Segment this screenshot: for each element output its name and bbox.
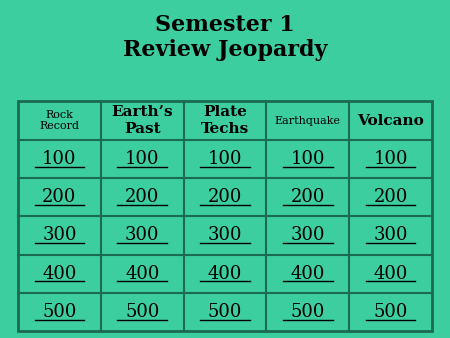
Text: 100: 100 (125, 150, 159, 168)
Text: 500: 500 (42, 303, 76, 321)
Text: 100: 100 (374, 150, 408, 168)
Text: 400: 400 (374, 265, 408, 283)
Text: 300: 300 (125, 226, 159, 244)
Text: 100: 100 (42, 150, 76, 168)
Text: 500: 500 (125, 303, 159, 321)
Text: Volcano: Volcano (357, 114, 424, 127)
Text: 300: 300 (374, 226, 408, 244)
Text: Semester 1
Review Jeopardy: Semester 1 Review Jeopardy (123, 14, 327, 61)
Text: 500: 500 (374, 303, 408, 321)
Text: 300: 300 (42, 226, 76, 244)
Text: Rock
Record: Rock Record (40, 110, 79, 131)
Text: 200: 200 (208, 188, 242, 206)
Text: 200: 200 (374, 188, 408, 206)
Text: Plate
Techs: Plate Techs (201, 105, 249, 136)
Bar (18, 101, 432, 331)
Text: 300: 300 (291, 226, 325, 244)
Text: 100: 100 (208, 150, 242, 168)
Text: 200: 200 (291, 188, 325, 206)
Text: 500: 500 (208, 303, 242, 321)
Text: 400: 400 (208, 265, 242, 283)
Text: 500: 500 (291, 303, 325, 321)
Text: Earth’s
Past: Earth’s Past (112, 105, 173, 136)
Text: 400: 400 (125, 265, 159, 283)
Text: 300: 300 (208, 226, 242, 244)
Text: 200: 200 (125, 188, 159, 206)
Text: 100: 100 (291, 150, 325, 168)
Text: 400: 400 (291, 265, 325, 283)
Text: 400: 400 (42, 265, 76, 283)
Text: 200: 200 (42, 188, 76, 206)
Text: Earthquake: Earthquake (275, 116, 341, 125)
